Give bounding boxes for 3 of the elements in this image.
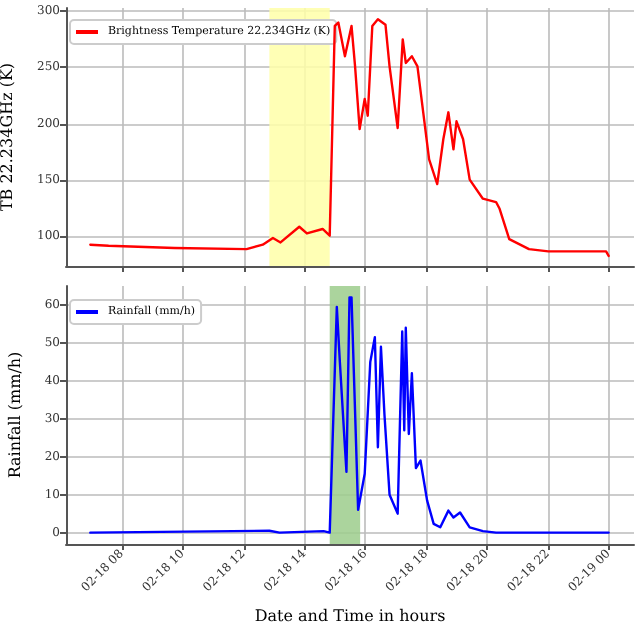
x-axis-title: Date and Time in hours bbox=[254, 607, 446, 622]
y-axis-title: TB 22.234GHz (K) bbox=[0, 62, 17, 212]
y-axis-title: Rainfall (mm/h) bbox=[5, 351, 24, 479]
